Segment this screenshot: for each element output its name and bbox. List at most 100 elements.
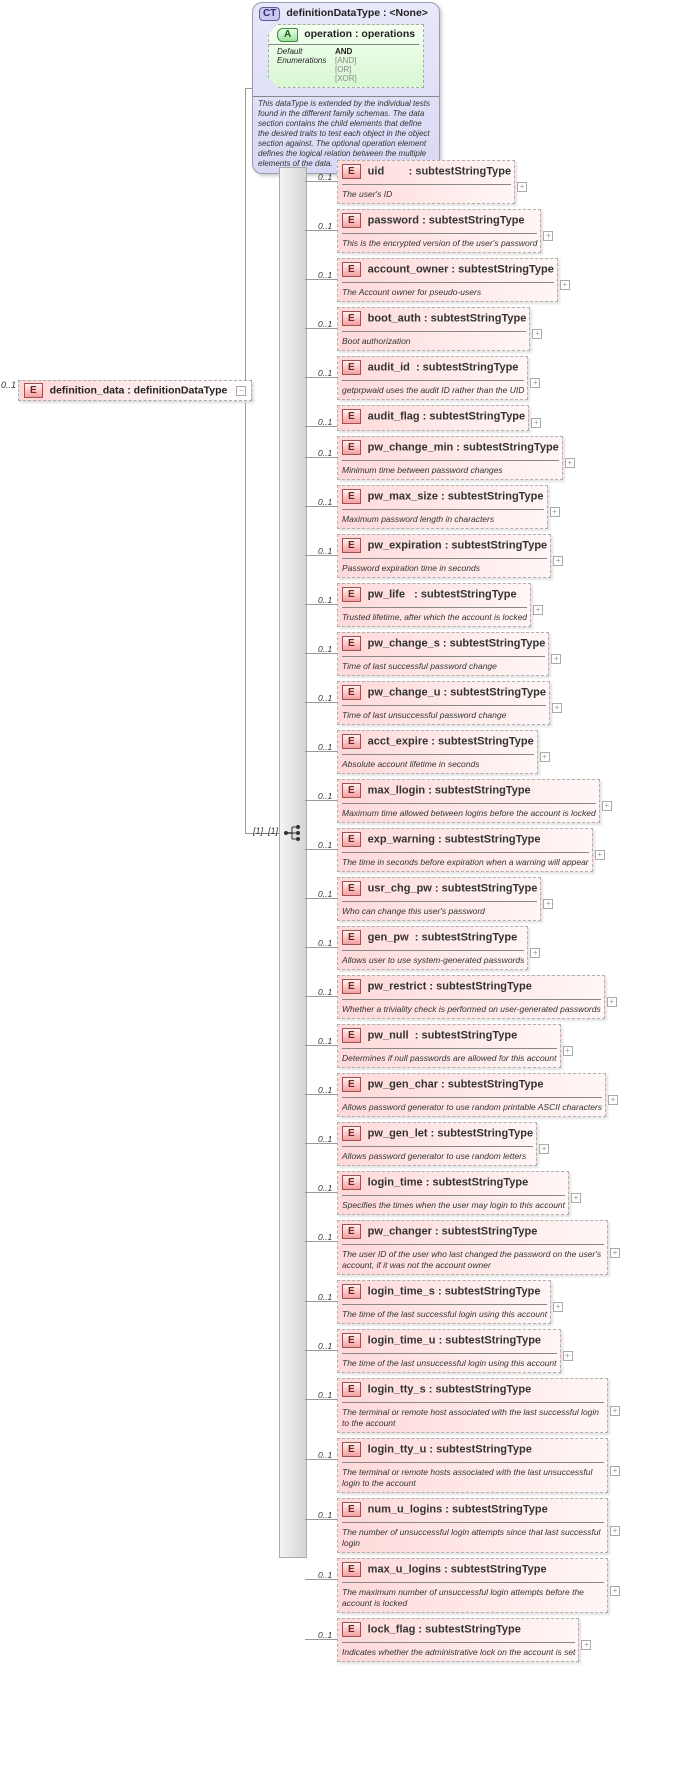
expand-icon[interactable]: +: [553, 556, 564, 566]
expand-icon[interactable]: +: [551, 703, 562, 713]
expand-icon[interactable]: +: [532, 329, 543, 339]
expand-icon[interactable]: +: [549, 507, 560, 517]
expand-icon[interactable]: +: [530, 378, 541, 388]
expand-icon[interactable]: +: [543, 899, 554, 909]
expand-icon[interactable]: +: [530, 948, 541, 958]
expand-icon[interactable]: +: [610, 1585, 620, 1596]
complex-type-badge: CT: [259, 7, 281, 21]
collapse-icon[interactable]: −: [236, 386, 247, 397]
expand-icon[interactable]: +: [517, 182, 528, 192]
expand-icon[interactable]: +: [539, 752, 550, 762]
expand-icon[interactable]: +: [533, 605, 544, 615]
expand-icon[interactable]: +: [610, 1247, 620, 1258]
expand-icon[interactable]: +: [551, 654, 562, 664]
expand-icon[interactable]: +: [610, 1465, 620, 1476]
expand-icon[interactable]: +: [531, 418, 542, 428]
element-badge: E: [342, 979, 361, 994]
expand-icon[interactable]: +: [581, 1640, 592, 1650]
expand-icon[interactable]: +: [562, 1351, 573, 1361]
expand-icon[interactable]: +: [606, 997, 617, 1007]
expand-icon[interactable]: +: [562, 1046, 573, 1056]
expand-icon[interactable]: +: [610, 1525, 620, 1536]
expand-icon[interactable]: +: [543, 231, 554, 241]
element-title: definition_data : definitionDataType: [49, 384, 228, 397]
element-title: max_u_logins : subtestStringType: [367, 1563, 547, 1576]
expand-icon[interactable]: +: [559, 280, 570, 290]
connector-line: [305, 279, 337, 280]
expand-icon[interactable]: +: [571, 1193, 582, 1203]
expand-icon[interactable]: +: [601, 801, 612, 811]
expand-icon[interactable]: +: [564, 458, 575, 468]
expand-icon[interactable]: +: [539, 1144, 550, 1154]
expand-icon[interactable]: +: [553, 1302, 564, 1312]
sequence-icon[interactable]: [284, 825, 302, 841]
expand-icon[interactable]: +: [608, 1095, 619, 1105]
multiplicity: 0..1: [318, 791, 333, 801]
expand-icon[interactable]: +: [594, 850, 605, 860]
expand-icon[interactable]: +: [610, 1405, 620, 1416]
